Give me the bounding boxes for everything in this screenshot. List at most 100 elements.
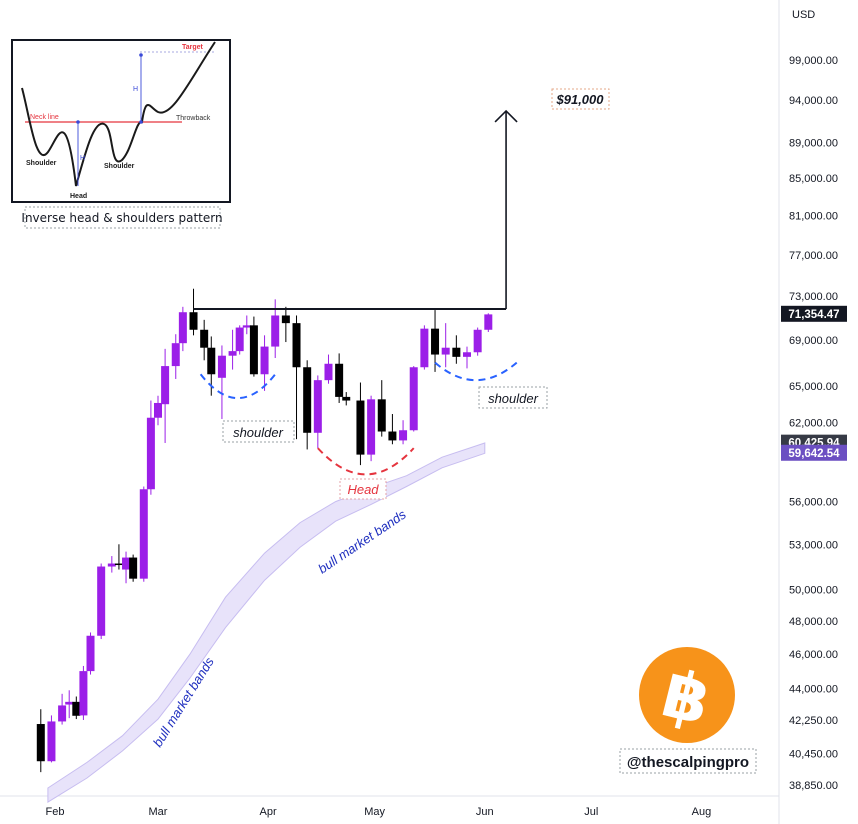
x-tick-label: Aug — [692, 806, 712, 818]
candle-body — [72, 701, 81, 716]
candle — [171, 334, 180, 379]
candle-body — [122, 557, 131, 570]
inset-head-label: Head — [70, 193, 87, 200]
bitcoin-logo-icon: ฿ — [639, 647, 735, 743]
candle-body — [154, 402, 162, 418]
candle — [146, 400, 155, 495]
candle — [107, 556, 116, 573]
target-label: $91,000 — [551, 88, 610, 110]
candle-body — [200, 329, 209, 348]
candle-body — [420, 328, 429, 368]
target-arrow-head — [494, 109, 518, 123]
y-tick-label: 44,000.00 — [789, 684, 838, 696]
candle-body — [335, 363, 344, 397]
candle-body — [441, 347, 450, 355]
x-tick-label: Mar — [149, 806, 168, 818]
y-tick-label: 81,000.00 — [789, 211, 838, 223]
candle — [161, 348, 170, 443]
candle-body — [409, 367, 418, 431]
pattern-overlay — [193, 109, 518, 476]
candle-body — [324, 363, 333, 381]
bull-market-band — [47, 442, 486, 803]
candle — [228, 329, 237, 370]
y-tick-label: 99,000.00 — [789, 55, 838, 67]
candle-body — [388, 431, 397, 441]
candle-body — [97, 566, 106, 636]
price-badge-label: 71,354.47 — [788, 309, 839, 321]
y-tick-label: 69,000.00 — [789, 335, 838, 347]
candle — [431, 310, 440, 372]
candle-body — [452, 347, 461, 357]
candle — [58, 693, 67, 725]
x-tick-label: Apr — [260, 806, 277, 818]
y-axis: 99,000.00 94,000.00 89,000.00 85,000.00 81,0… — [789, 55, 838, 792]
candle-body — [47, 721, 56, 762]
svg-text:shoulder: shoulder — [233, 425, 284, 440]
y-tick-label: 50,000.00 — [789, 584, 838, 596]
y-tick-label: 73,000.00 — [789, 291, 838, 303]
svg-text:Inverse head & shoulders patte: Inverse head & shoulders pattern — [21, 211, 222, 225]
candle — [420, 325, 429, 370]
inset-h2-label: H — [133, 86, 138, 93]
candle-body — [260, 346, 269, 375]
candle — [356, 382, 365, 466]
candle-body — [171, 343, 180, 367]
candle-body — [178, 312, 187, 344]
candle — [178, 306, 187, 352]
price-badge — [781, 444, 847, 461]
candle-body — [377, 399, 386, 432]
candle-body — [189, 312, 198, 330]
candle — [441, 323, 450, 368]
y-tick-label: 46,000.00 — [789, 649, 838, 661]
inset-neckline-label: Neck line — [30, 114, 59, 121]
head-arc — [317, 447, 415, 476]
bull-band-area — [47, 442, 486, 803]
x-tick-label: Feb — [46, 806, 65, 818]
candle — [260, 335, 269, 391]
inset-throwback-label: Throwback — [176, 115, 211, 122]
x-tick-label: Jul — [584, 806, 598, 818]
y-tick-label: 85,000.00 — [789, 173, 838, 185]
x-tick-label: May — [364, 806, 385, 818]
candle-body — [431, 328, 440, 355]
candle — [79, 665, 88, 720]
x-tick-label: Jun — [476, 806, 494, 818]
candle-body — [146, 417, 155, 490]
candle — [189, 288, 198, 336]
candle-body — [79, 671, 88, 716]
inset-target-label: Target — [182, 44, 204, 51]
candle-body — [367, 399, 376, 455]
candle — [473, 327, 482, 356]
candle — [72, 696, 81, 720]
svg-text:Head: Head — [347, 482, 379, 497]
candles — [36, 288, 493, 773]
candle — [249, 316, 258, 377]
svg-text:$91,000: $91,000 — [556, 92, 605, 107]
candle-body — [356, 400, 365, 455]
candle — [86, 632, 95, 675]
candle — [303, 360, 312, 450]
candle-body — [249, 325, 258, 375]
candle-body — [303, 367, 312, 433]
candle — [377, 380, 386, 437]
svg-text:shoulder: shoulder — [488, 391, 539, 406]
candle-body — [58, 705, 67, 722]
candle-body — [281, 315, 290, 324]
candle-body — [484, 314, 493, 330]
candle-body — [114, 563, 123, 566]
candle-body — [207, 347, 216, 375]
candle-body — [217, 355, 226, 378]
y-tick-label: 40,450.00 — [789, 749, 838, 761]
candle — [154, 395, 162, 426]
y-tick-label: 38,850.00 — [789, 780, 838, 792]
candle — [47, 715, 56, 763]
candle — [313, 375, 322, 449]
inset-pattern: Target Neck line Throwback Shoulder Shou… — [11, 39, 231, 203]
candle-body — [65, 701, 74, 705]
candle — [217, 345, 226, 419]
y-tick-label: 42,250.00 — [789, 715, 838, 727]
candle — [484, 313, 493, 332]
candle — [114, 544, 123, 570]
candle-body — [342, 396, 351, 401]
